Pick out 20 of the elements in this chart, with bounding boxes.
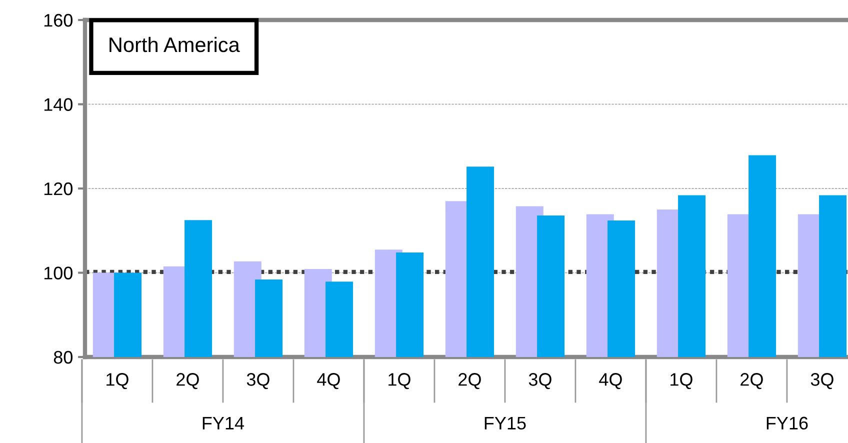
x-tick-label: 3Q bbox=[246, 373, 270, 390]
x-tick-label: 2Q bbox=[176, 373, 199, 390]
x-tick-label: 1Q bbox=[670, 373, 692, 390]
text: FY16 bbox=[766, 416, 808, 430]
text: North America bbox=[110, 36, 240, 52]
y-tick-label: 80 bbox=[54, 350, 72, 364]
y-tick-label: 120 bbox=[44, 182, 72, 196]
x-tick-label: 1Q bbox=[388, 373, 410, 390]
y-tick-label: 100 bbox=[44, 266, 72, 280]
x-tick-label: 2Q bbox=[458, 373, 481, 390]
y-tick-label: 160 bbox=[44, 14, 72, 27]
x-tick-label: 1Q bbox=[106, 373, 128, 390]
y-tick-label: 140 bbox=[44, 98, 72, 111]
x-tick-label: 4Q bbox=[317, 373, 340, 390]
text: FY15 bbox=[484, 416, 526, 430]
x-tick-label: 3Q bbox=[810, 373, 834, 390]
x-tick-label: 4Q bbox=[599, 373, 622, 390]
x-tick-label: 2Q bbox=[740, 373, 763, 390]
text: FY14 bbox=[202, 416, 244, 430]
x-tick-label: 3Q bbox=[528, 373, 552, 390]
